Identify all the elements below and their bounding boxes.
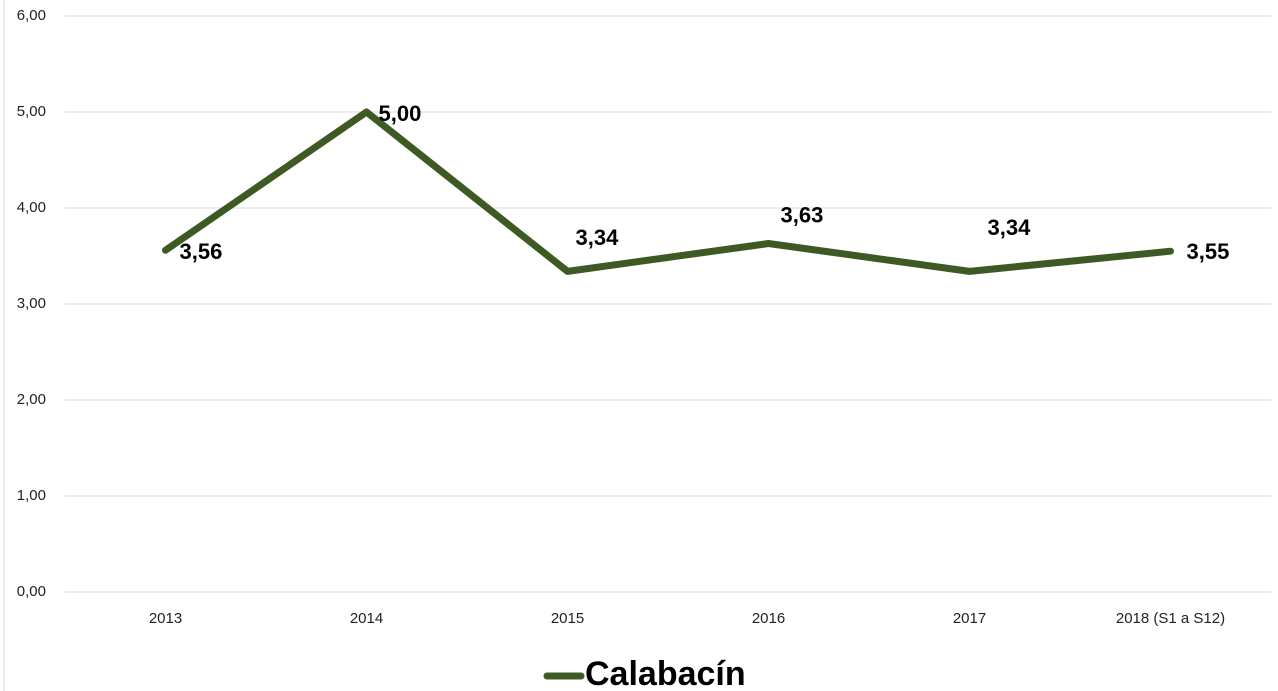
x-tick-label: 2018 (S1 a S12) xyxy=(1116,610,1225,627)
data-label: 3,55 xyxy=(1187,239,1230,264)
y-tick-label: 5,00 xyxy=(17,103,46,120)
x-tick-label: 2015 xyxy=(551,610,584,627)
legend-label: Calabacín xyxy=(585,655,746,691)
x-tick-label: 2016 xyxy=(752,610,785,627)
data-label: 3,34 xyxy=(576,225,620,250)
y-tick-label: 6,00 xyxy=(17,7,46,24)
x-tick-label: 2014 xyxy=(350,610,383,627)
y-tick-label: 1,00 xyxy=(17,487,46,504)
y-tick-label: 0,00 xyxy=(17,583,46,600)
x-tick-label: 2013 xyxy=(149,610,182,627)
y-tick-label: 3,00 xyxy=(17,295,46,312)
y-tick-label: 2,00 xyxy=(17,391,46,408)
data-label: 5,00 xyxy=(379,101,422,126)
data-label: 3,56 xyxy=(180,239,223,264)
x-tick-label: 2017 xyxy=(953,610,986,627)
data-line xyxy=(162,108,1174,275)
data-label: 3,34 xyxy=(988,215,1032,240)
data-label: 3,63 xyxy=(781,202,824,227)
y-tick-label: 4,00 xyxy=(17,199,46,216)
